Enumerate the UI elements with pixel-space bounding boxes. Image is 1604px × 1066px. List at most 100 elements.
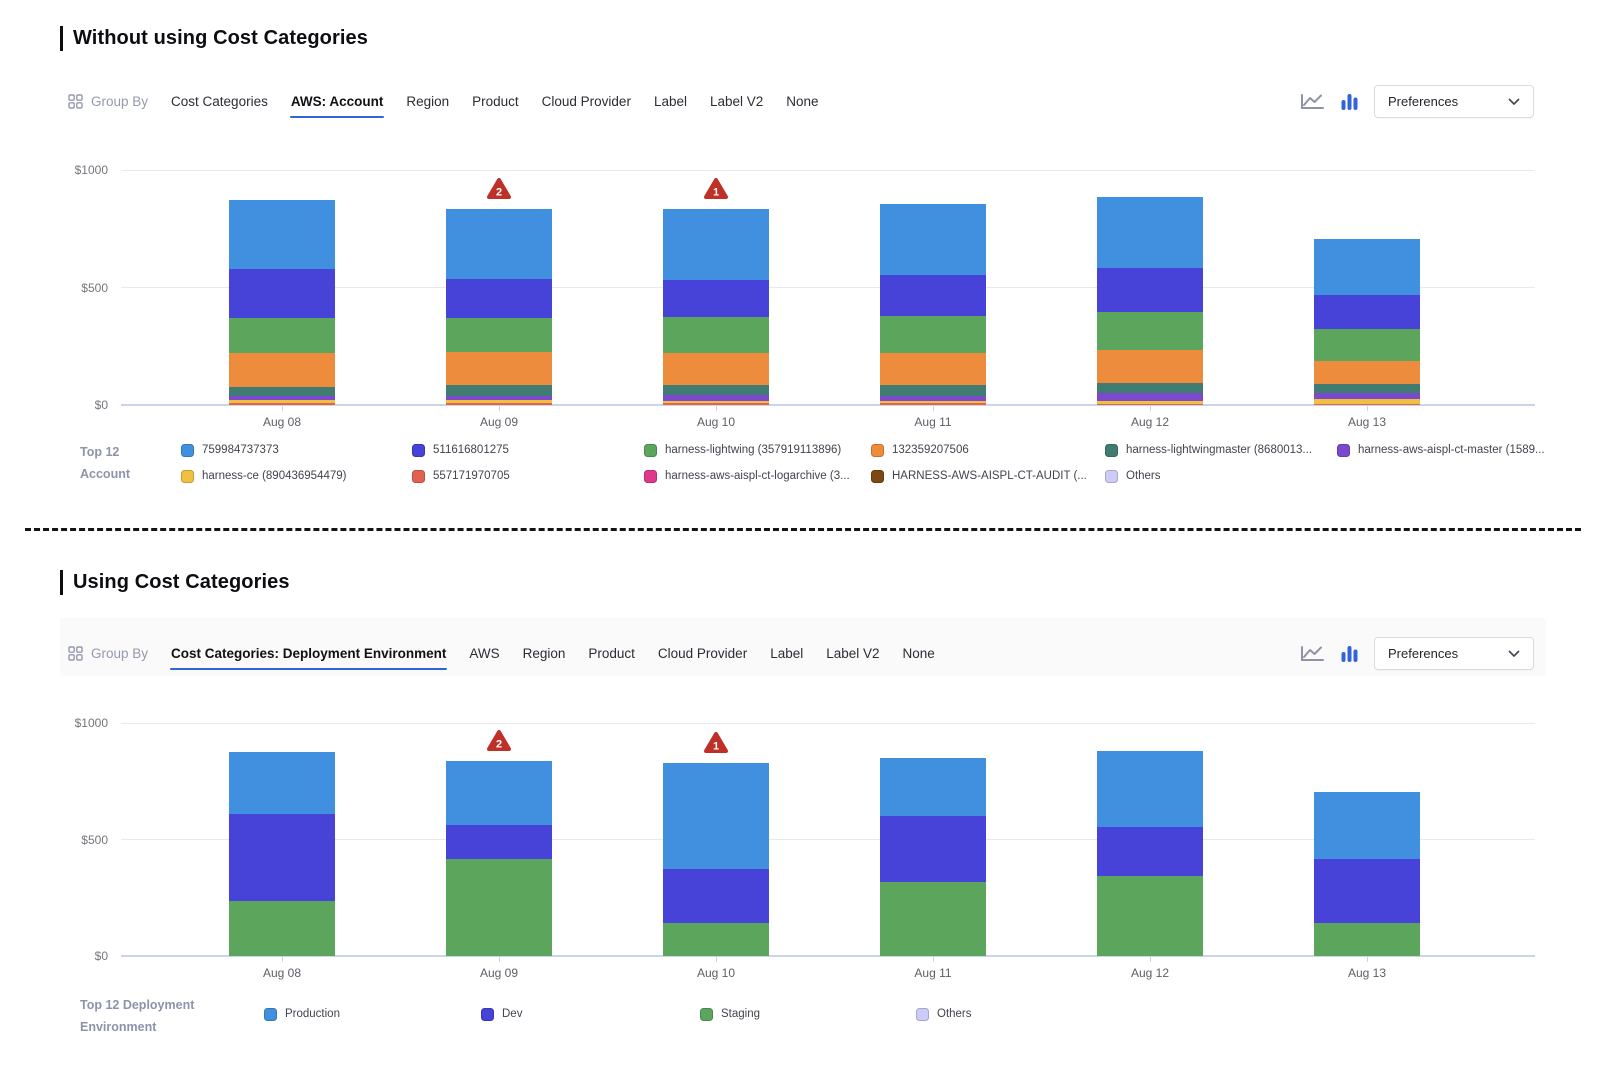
bar-segment-511616801275[interactable] bbox=[663, 280, 769, 318]
bar-segment-staging[interactable] bbox=[1097, 875, 1203, 956]
bar-segment-production[interactable] bbox=[229, 751, 335, 814]
tab-cost-categories[interactable]: Cost Categories bbox=[171, 94, 268, 109]
bar-segment-dev[interactable] bbox=[446, 824, 552, 859]
legend-item-harness-lightwing-357919113896[interactable]: harness-lightwing (357919113896) bbox=[644, 444, 841, 457]
bar-segment-759984737373[interactable] bbox=[663, 209, 769, 281]
tab-aws[interactable]: AWS bbox=[469, 646, 500, 661]
bar-segment-harness-ce-890436954479[interactable] bbox=[663, 401, 769, 404]
bar-segment-production[interactable] bbox=[1097, 750, 1203, 828]
tab-label-v2[interactable]: Label V2 bbox=[826, 646, 880, 661]
bar-segment-dev[interactable] bbox=[880, 816, 986, 882]
bar-segment-557171970705[interactable] bbox=[229, 402, 335, 405]
bar-segment-harness-lightwingmaster-8680013[interactable] bbox=[1314, 384, 1420, 394]
bar-segment-557171970705[interactable] bbox=[446, 403, 552, 405]
bar-segment-harness-aws-aispl-ct-master-1589[interactable] bbox=[880, 396, 986, 402]
bar-segment-132359207506[interactable] bbox=[663, 353, 769, 385]
legend-item-staging[interactable]: Staging bbox=[700, 1008, 760, 1021]
legend-item-759984737373[interactable]: 759984737373 bbox=[181, 444, 279, 457]
bar-segment-staging[interactable] bbox=[446, 858, 552, 956]
bar-segment-557171970705[interactable] bbox=[880, 403, 986, 405]
bar-segment-harness-aws-aispl-ct-master-1589[interactable] bbox=[663, 395, 769, 402]
bar-segment-staging[interactable] bbox=[229, 900, 335, 956]
bar-segment-production[interactable] bbox=[446, 761, 552, 825]
tab-none[interactable]: None bbox=[902, 646, 935, 661]
tab-cloud-provider[interactable]: Cloud Provider bbox=[541, 94, 631, 109]
anomaly-badge[interactable]: 2 bbox=[486, 729, 512, 753]
bar-chart-icon[interactable] bbox=[1340, 92, 1359, 112]
bar-segment-511616801275[interactable] bbox=[1097, 268, 1203, 313]
bar-segment-harness-aws-aispl-ct-master-1589[interactable] bbox=[1314, 393, 1420, 399]
legend-item-511616801275[interactable]: 511616801275 bbox=[412, 444, 509, 457]
legend-item-others[interactable]: Others bbox=[1105, 470, 1161, 483]
legend-item-dev[interactable]: Dev bbox=[481, 1008, 522, 1021]
bar-segment-511616801275[interactable] bbox=[229, 269, 335, 318]
line-chart-icon[interactable] bbox=[1300, 92, 1325, 112]
bar-segment-511616801275[interactable] bbox=[1314, 295, 1420, 330]
bar-segment-dev[interactable] bbox=[1097, 827, 1203, 876]
anomaly-badge[interactable]: 1 bbox=[703, 731, 729, 755]
legend-item-harness-aws-aispl-ct-master-1589[interactable]: harness-aws-aispl-ct-master (1589... bbox=[1337, 444, 1545, 457]
tab-cost-categories-deployment-environment[interactable]: Cost Categories: Deployment Environment bbox=[170, 646, 448, 670]
preferences-button[interactable]: Preferences bbox=[1374, 637, 1534, 670]
tab-cloud-provider[interactable]: Cloud Provider bbox=[657, 646, 748, 661]
bar-segment-harness-lightwingmaster-8680013[interactable] bbox=[446, 384, 552, 396]
bar-segment-759984737373[interactable] bbox=[880, 204, 986, 276]
bar-segment-production[interactable] bbox=[663, 762, 769, 870]
legend-item-132359207506[interactable]: 132359207506 bbox=[871, 444, 969, 457]
bar-segment-759984737373[interactable] bbox=[1314, 238, 1420, 296]
legend-item-production[interactable]: Production bbox=[264, 1008, 340, 1021]
bar-segment-557171970705[interactable] bbox=[1314, 404, 1420, 405]
tab-aws-account[interactable]: AWS: Account bbox=[289, 94, 384, 118]
bar-segment-harness-ce-890436954479[interactable] bbox=[229, 400, 335, 403]
bar-segment-harness-lightwingmaster-8680013[interactable] bbox=[663, 384, 769, 396]
legend-item-harness-aws-aispl-ct-audit[interactable]: HARNESS-AWS-AISPL-CT-AUDIT (... bbox=[871, 470, 1087, 483]
bar-segment-132359207506[interactable] bbox=[1097, 350, 1203, 384]
bar-segment-harness-aws-aispl-ct-master-1589[interactable] bbox=[1097, 392, 1203, 402]
bar-segment-production[interactable] bbox=[880, 757, 986, 817]
bar-segment-harness-aws-aispl-ct-master-1589[interactable] bbox=[229, 396, 335, 401]
bar-segment-759984737373[interactable] bbox=[229, 200, 335, 270]
legend-item-harness-ce-890436954479[interactable]: harness-ce (890436954479) bbox=[181, 470, 347, 483]
bar-chart-icon[interactable] bbox=[1340, 644, 1359, 664]
bar-segment-harness-lightwingmaster-8680013[interactable] bbox=[229, 386, 335, 397]
bar-segment-production[interactable] bbox=[1314, 791, 1420, 859]
anomaly-badge[interactable]: 2 bbox=[486, 177, 512, 201]
bar-segment-harness-ce-890436954479[interactable] bbox=[1097, 401, 1203, 404]
bar-segment-759984737373[interactable] bbox=[446, 208, 552, 280]
bar-segment-132359207506[interactable] bbox=[446, 352, 552, 385]
bar-segment-132359207506[interactable] bbox=[229, 352, 335, 387]
bar-segment-harness-ce-890436954479[interactable] bbox=[1314, 398, 1420, 405]
tab-product[interactable]: Product bbox=[588, 646, 635, 661]
bar-segment-511616801275[interactable] bbox=[446, 279, 552, 319]
legend-item-harness-lightwingmaster-8680013[interactable]: harness-lightwingmaster (8680013... bbox=[1105, 444, 1312, 457]
bar-segment-harness-lightwing-357919113896[interactable] bbox=[1097, 312, 1203, 351]
bar-segment-511616801275[interactable] bbox=[880, 275, 986, 316]
tab-product[interactable]: Product bbox=[472, 94, 519, 109]
bar-segment-132359207506[interactable] bbox=[880, 352, 986, 385]
bar-segment-harness-aws-aispl-ct-master-1589[interactable] bbox=[446, 395, 552, 401]
tab-region[interactable]: Region bbox=[522, 646, 566, 661]
bar-segment-harness-lightwing-357919113896[interactable] bbox=[663, 317, 769, 354]
bar-segment-dev[interactable] bbox=[663, 869, 769, 923]
tab-none[interactable]: None bbox=[786, 94, 819, 109]
line-chart-icon[interactable] bbox=[1300, 644, 1325, 664]
tab-label-v2[interactable]: Label V2 bbox=[709, 94, 764, 109]
bar-segment-staging[interactable] bbox=[663, 922, 769, 956]
bar-segment-harness-lightwing-357919113896[interactable] bbox=[446, 318, 552, 353]
legend-item-557171970705[interactable]: 557171970705 bbox=[412, 470, 510, 483]
bar-segment-harness-lightwing-357919113896[interactable] bbox=[1314, 329, 1420, 361]
preferences-button[interactable]: Preferences bbox=[1374, 85, 1534, 118]
legend-item-harness-aws-aispl-ct-logarchive-3[interactable]: harness-aws-aispl-ct-logarchive (3... bbox=[644, 470, 850, 483]
bar-segment-harness-lightwing-357919113896[interactable] bbox=[880, 315, 986, 353]
anomaly-badge[interactable]: 1 bbox=[703, 177, 729, 201]
bar-segment-557171970705[interactable] bbox=[1097, 403, 1203, 405]
bar-segment-dev[interactable] bbox=[1314, 858, 1420, 923]
bar-segment-harness-lightwingmaster-8680013[interactable] bbox=[880, 384, 986, 397]
bar-segment-harness-lightwing-357919113896[interactable] bbox=[229, 317, 335, 353]
bar-segment-557171970705[interactable] bbox=[663, 403, 769, 405]
bar-segment-132359207506[interactable] bbox=[1314, 360, 1420, 385]
bar-segment-harness-lightwingmaster-8680013[interactable] bbox=[1097, 383, 1203, 393]
bar-segment-harness-ce-890436954479[interactable] bbox=[446, 400, 552, 404]
bar-segment-staging[interactable] bbox=[1314, 922, 1420, 956]
bar-segment-harness-ce-890436954479[interactable] bbox=[880, 401, 986, 404]
